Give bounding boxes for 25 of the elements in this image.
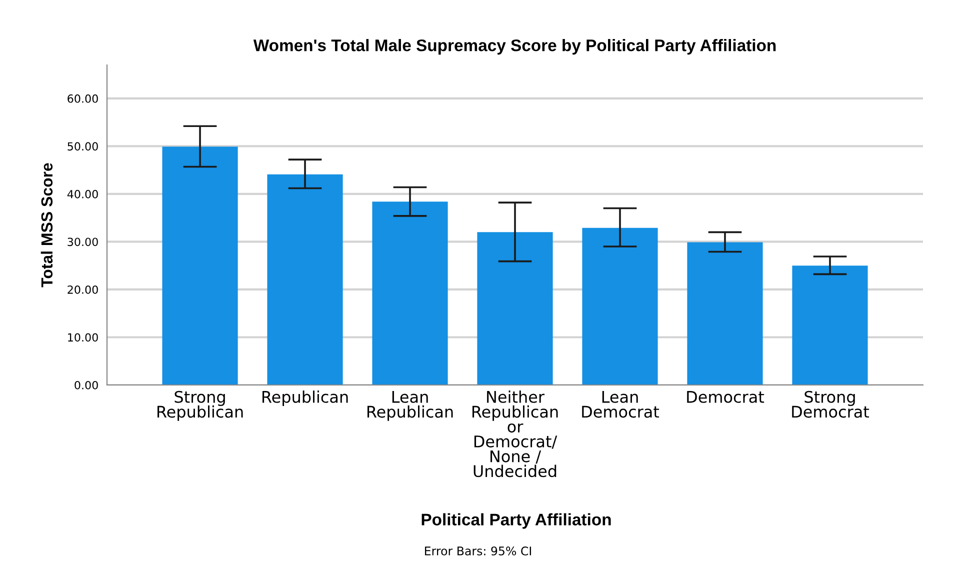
y-tick-label: 10.00	[68, 333, 98, 342]
x-tick-label: Democrat	[687, 391, 764, 403]
y-axis-title: Total MSS Score	[40, 163, 53, 288]
y-tick-label: 50.00	[68, 142, 98, 151]
bar	[162, 146, 238, 385]
x-tick-label: Strong Republican	[158, 390, 243, 421]
bar	[582, 228, 658, 385]
chart-title: Women's Total Male Supremacy Score by Political Party Affiliation	[253, 39, 776, 55]
bar	[267, 174, 343, 385]
bar	[372, 202, 448, 385]
y-tick-label: 40.00	[67, 190, 98, 198]
y-tick-label: 20.00	[68, 285, 98, 294]
bar	[792, 266, 868, 385]
x-tick-label: Lean Republican	[367, 391, 453, 421]
x-tick-label: Lean Democrat	[582, 391, 660, 418]
x-axis-title: Political Party Affiliation	[422, 513, 611, 529]
text: Error Bars: 95% CI	[425, 546, 531, 556]
x-tick-label: Strong Democrat	[792, 390, 870, 418]
bar	[477, 232, 553, 385]
y-tick-label: 0.00	[74, 380, 98, 390]
x-tick-label: Republican	[262, 390, 348, 406]
bar	[687, 242, 763, 385]
x-tick-label: Neither Republican or Democrat/ None / Undecided	[472, 390, 558, 478]
y-tick-label: 60.00	[68, 94, 98, 103]
y-tick-label: 30.00	[68, 238, 98, 246]
